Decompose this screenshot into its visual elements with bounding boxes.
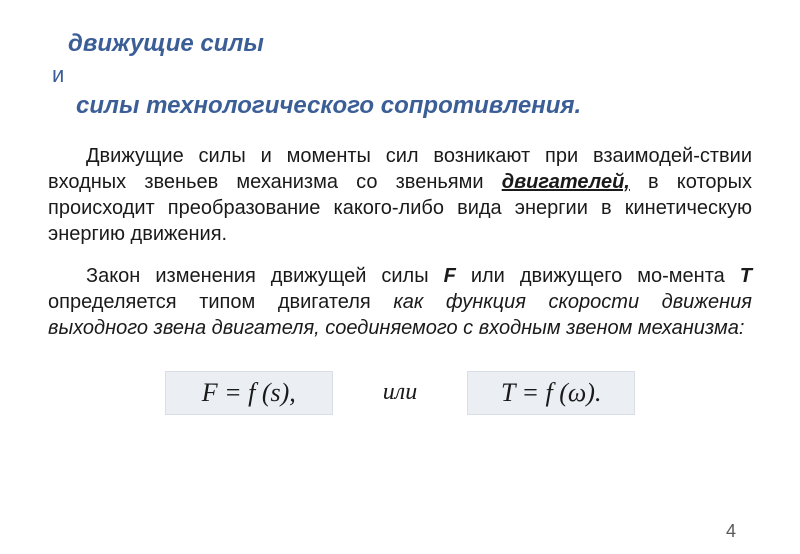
slide: движущие силы и силы технологического со… [0, 0, 800, 554]
p2-a: Закон изменения движущей силы [86, 265, 444, 287]
formula-sep: или [383, 379, 417, 406]
heading-connector: и [52, 62, 752, 88]
p1-b: двигателей, [502, 171, 630, 193]
p2-c: определяется типом двигателя [48, 291, 393, 313]
paragraph-1: Движущие силы и моменты сил возникают пр… [48, 143, 752, 247]
heading-line2: силы технологического сопротивления. [76, 90, 752, 122]
p2-f: F [444, 265, 456, 287]
heading-line1: движущие силы [68, 28, 752, 60]
paragraph-2: Закон изменения движущей силы F или движ… [48, 263, 752, 341]
formula-right: T = f (ω). [467, 371, 635, 415]
p2-t: Т [740, 265, 752, 287]
page-number: 4 [726, 521, 736, 542]
formula-left: F = f (s), [165, 371, 333, 415]
p2-b: или движущего мо-мента [456, 265, 740, 287]
formula-row: F = f (s), или T = f (ω). [48, 371, 752, 415]
